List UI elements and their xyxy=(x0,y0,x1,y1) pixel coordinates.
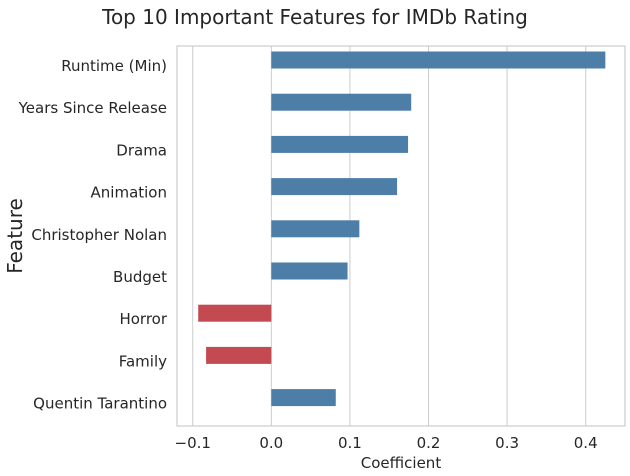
x-tick-label: −0.1 xyxy=(175,434,211,452)
y-tick-label: Christopher Nolan xyxy=(31,226,167,244)
bar-animation xyxy=(271,178,398,196)
bar-horror xyxy=(198,304,272,322)
x-axis-label: Coefficient xyxy=(361,454,442,472)
plot-frame xyxy=(176,45,626,427)
y-tick-label: Years Since Release xyxy=(18,99,167,117)
x-tick-label: 0.3 xyxy=(495,434,519,452)
bar-christopher-nolan xyxy=(271,220,360,238)
y-tick-label: Animation xyxy=(91,184,167,202)
bar-years-since-release xyxy=(271,93,412,111)
y-tick-label: Quentin Tarantino xyxy=(33,395,167,413)
bar-runtime-min xyxy=(271,51,606,69)
x-tick-label: 0.1 xyxy=(338,434,362,452)
bar-quentin-tarantino xyxy=(271,389,336,407)
y-axis-label: Feature xyxy=(3,198,27,274)
y-tick-label: Drama xyxy=(116,141,167,159)
y-tick-label: Runtime (Min) xyxy=(61,57,167,75)
bars xyxy=(198,51,606,407)
x-tick-label: 0.0 xyxy=(259,434,283,452)
x-tick-label: 0.4 xyxy=(574,434,598,452)
bar-budget xyxy=(271,262,348,280)
chart-title: Top 10 Important Features for IMDb Ratin… xyxy=(101,5,528,29)
y-tick-label: Family xyxy=(119,352,167,370)
y-tick-label: Horror xyxy=(119,310,167,328)
y-tick-labels: Runtime (Min) Years Since Release Drama Ani… xyxy=(18,57,168,413)
x-tick-labels: −0.1 0.0 0.1 0.2 0.3 0.4 xyxy=(175,434,598,452)
x-tick-label: 0.2 xyxy=(417,434,441,452)
bar-drama xyxy=(271,135,409,153)
y-tick-label: Budget xyxy=(113,268,167,286)
bar-family xyxy=(206,346,272,364)
